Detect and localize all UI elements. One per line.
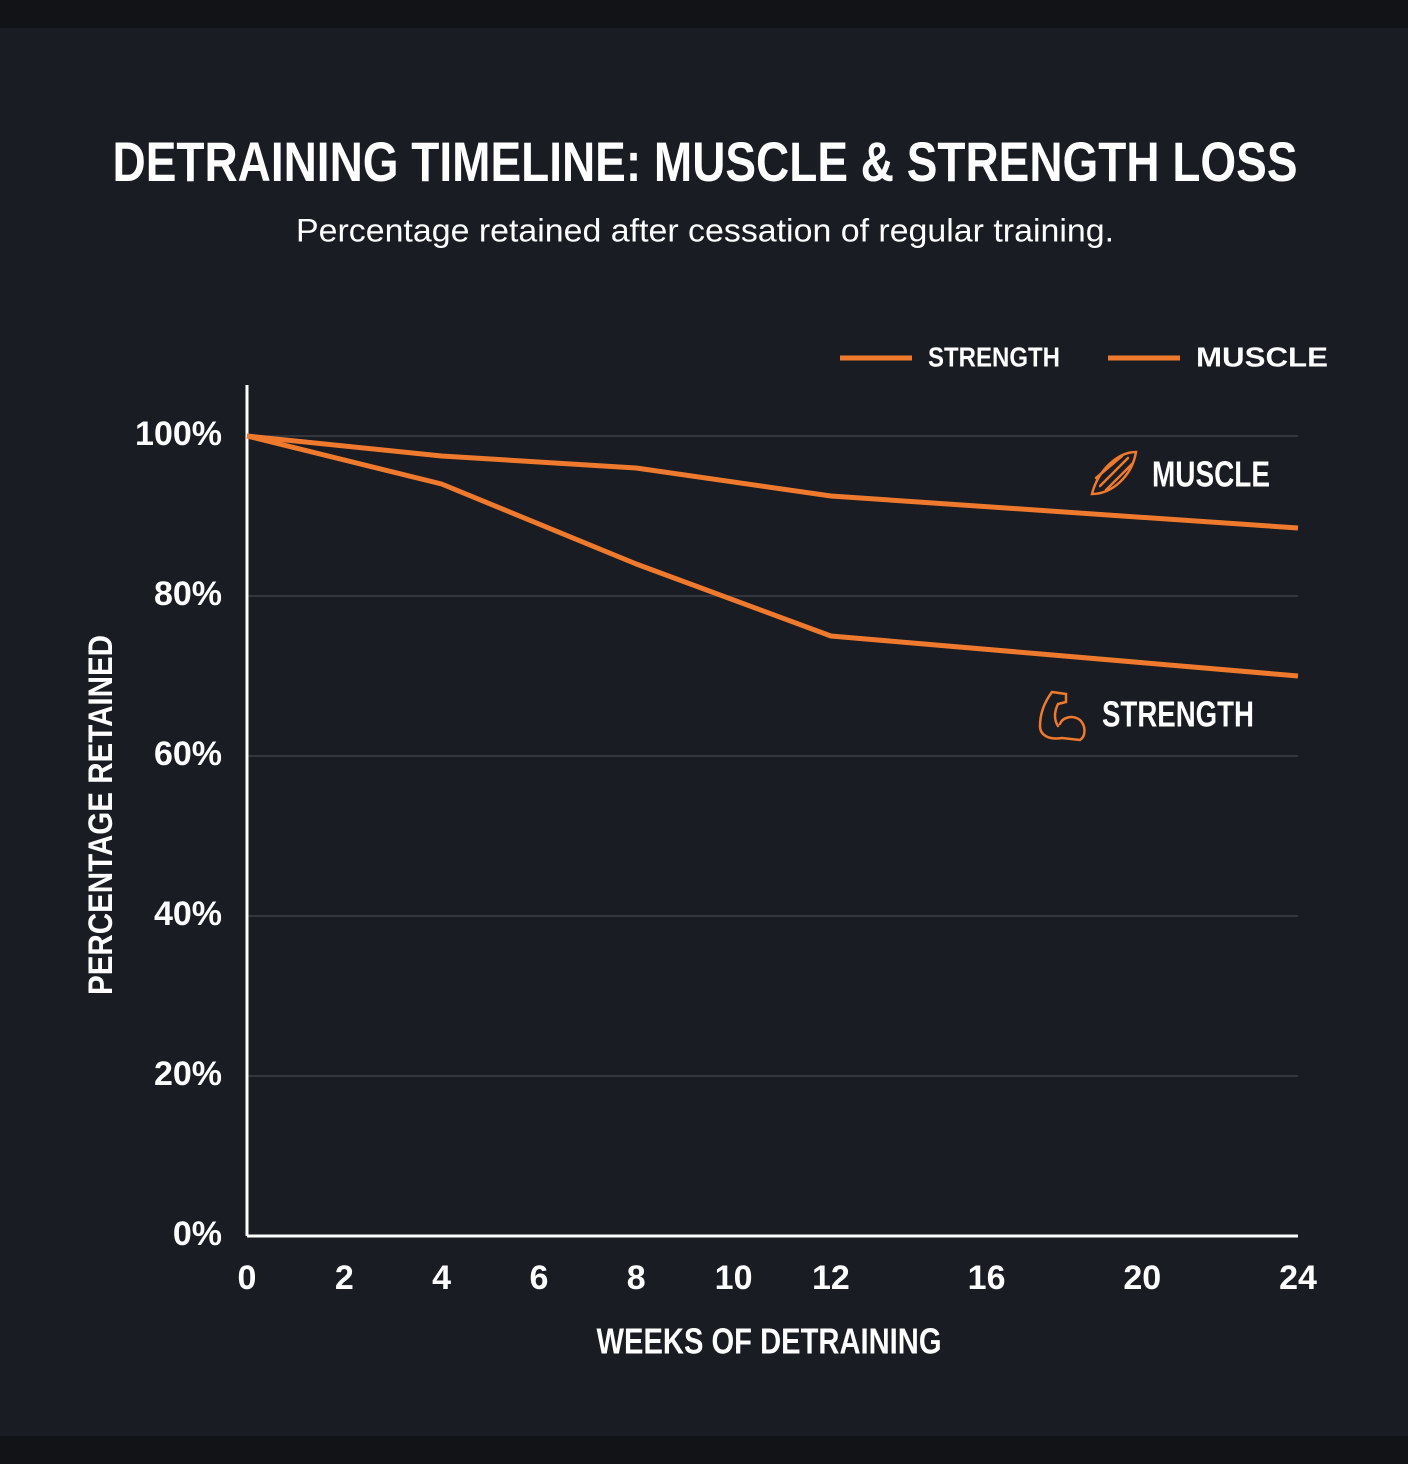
x-tick-label: 4 — [432, 1259, 451, 1297]
x-tick-label: 8 — [627, 1259, 646, 1297]
series-line — [246, 433, 1299, 679]
legend-label: STRENGTH — [928, 341, 1060, 372]
y-tick-label: 0% — [173, 1215, 222, 1253]
bottom-band — [0, 1436, 1408, 1464]
y-tick-label: 100% — [135, 415, 222, 453]
y-tick-label: 20% — [154, 1055, 222, 1093]
chart-title: DETRAINING TIMELINE: MUSCLE & STRENGTH L… — [113, 130, 1298, 193]
x-tick-label: 2 — [335, 1259, 354, 1297]
legend-label: MUSCLE — [1196, 341, 1328, 372]
x-tick-label: 6 — [529, 1259, 548, 1297]
series-line — [246, 433, 1299, 531]
muscle-icon — [1090, 450, 1138, 496]
series-annotation: STRENGTH — [1102, 694, 1254, 735]
top-band — [0, 0, 1408, 28]
y-tick-label: 60% — [154, 735, 222, 773]
arm-icon — [1038, 690, 1086, 742]
x-tick-label: 24 — [1279, 1259, 1317, 1297]
chart-subtitle: Percentage retained after cessation of r… — [296, 212, 1114, 248]
y-axis-title: PERCENTAGE RETAINED — [82, 635, 120, 995]
x-axis-title: WEEKS OF DETRAINING — [597, 1321, 942, 1362]
y-tick-label: 80% — [154, 575, 222, 613]
x-tick-label: 16 — [968, 1259, 1006, 1297]
y-tick-label: 40% — [154, 895, 222, 933]
x-tick-label: 0 — [238, 1259, 257, 1297]
x-tick-label: 10 — [715, 1259, 753, 1297]
x-tick-label: 20 — [1123, 1259, 1161, 1297]
series-annotation: MUSCLE — [1152, 454, 1270, 495]
x-tick-label: 12 — [812, 1259, 850, 1297]
